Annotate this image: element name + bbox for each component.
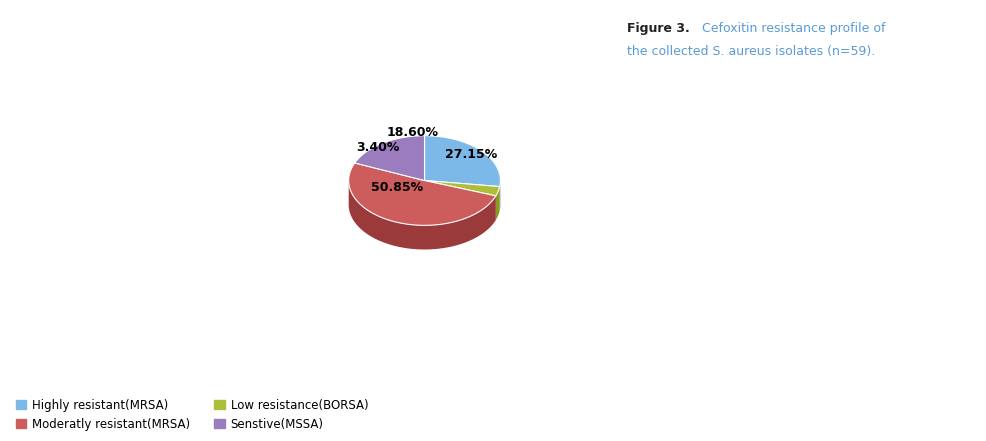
- Text: 3.40%: 3.40%: [356, 141, 399, 154]
- Polygon shape: [354, 136, 424, 180]
- Polygon shape: [348, 179, 495, 250]
- Text: 18.60%: 18.60%: [387, 126, 438, 139]
- Legend: Highly resistant(MRSA), Moderatly resistant(MRSA), Low resistance(BORSA), Sensti: Highly resistant(MRSA), Moderatly resist…: [16, 399, 368, 431]
- Text: 50.85%: 50.85%: [371, 181, 423, 194]
- Text: 27.15%: 27.15%: [445, 148, 497, 161]
- Polygon shape: [424, 180, 499, 196]
- Text: the collected S. aureus isolates (n=59).: the collected S. aureus isolates (n=59).: [626, 45, 875, 58]
- Polygon shape: [424, 136, 500, 187]
- Polygon shape: [495, 187, 499, 220]
- Text: Figure 3.: Figure 3.: [626, 22, 689, 35]
- Text: Cefoxitin resistance profile of: Cefoxitin resistance profile of: [697, 22, 884, 35]
- Polygon shape: [348, 163, 495, 225]
